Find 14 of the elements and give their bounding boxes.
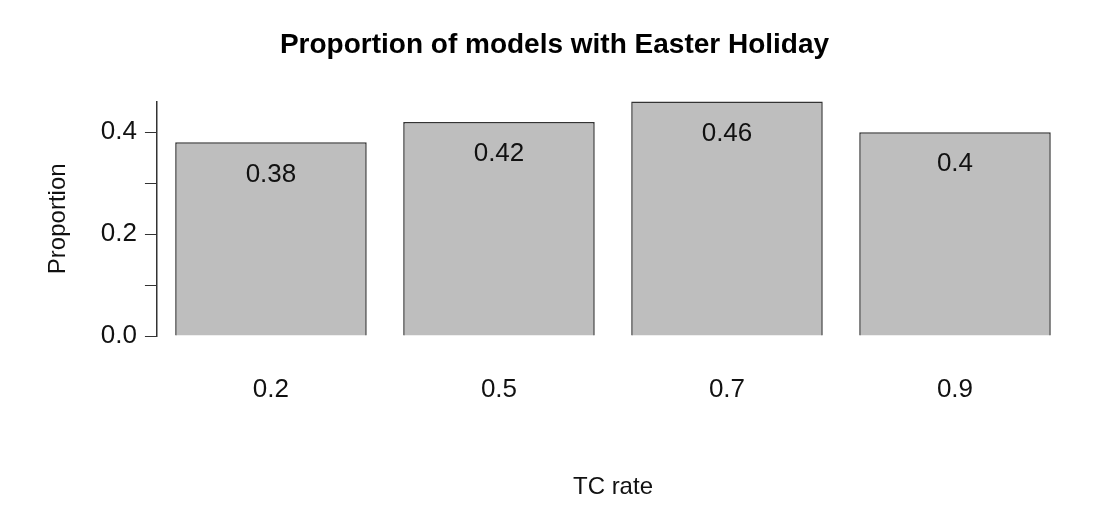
y-tick-label: 0.2 (100, 217, 137, 248)
data-label: 0.46 (701, 116, 753, 147)
data-label: 0.42 (473, 137, 525, 168)
data-label: 0.4 (936, 147, 974, 178)
x-tick-label: 0.7 (708, 372, 746, 403)
data-label: 0.38 (245, 157, 297, 188)
y-axis-title: Proportion (43, 163, 71, 275)
y-tick-label: 0.4 (100, 115, 137, 146)
x-tick-label: 0.2 (252, 372, 290, 403)
x-tick-label: 0.5 (480, 372, 518, 403)
x-tick-label: 0.9 (936, 372, 974, 403)
chart-title: Proportion of models with Easter Holiday (279, 27, 830, 59)
y-tick-label: 0.0 (100, 319, 137, 350)
x-axis-title: TC rate (572, 472, 653, 500)
